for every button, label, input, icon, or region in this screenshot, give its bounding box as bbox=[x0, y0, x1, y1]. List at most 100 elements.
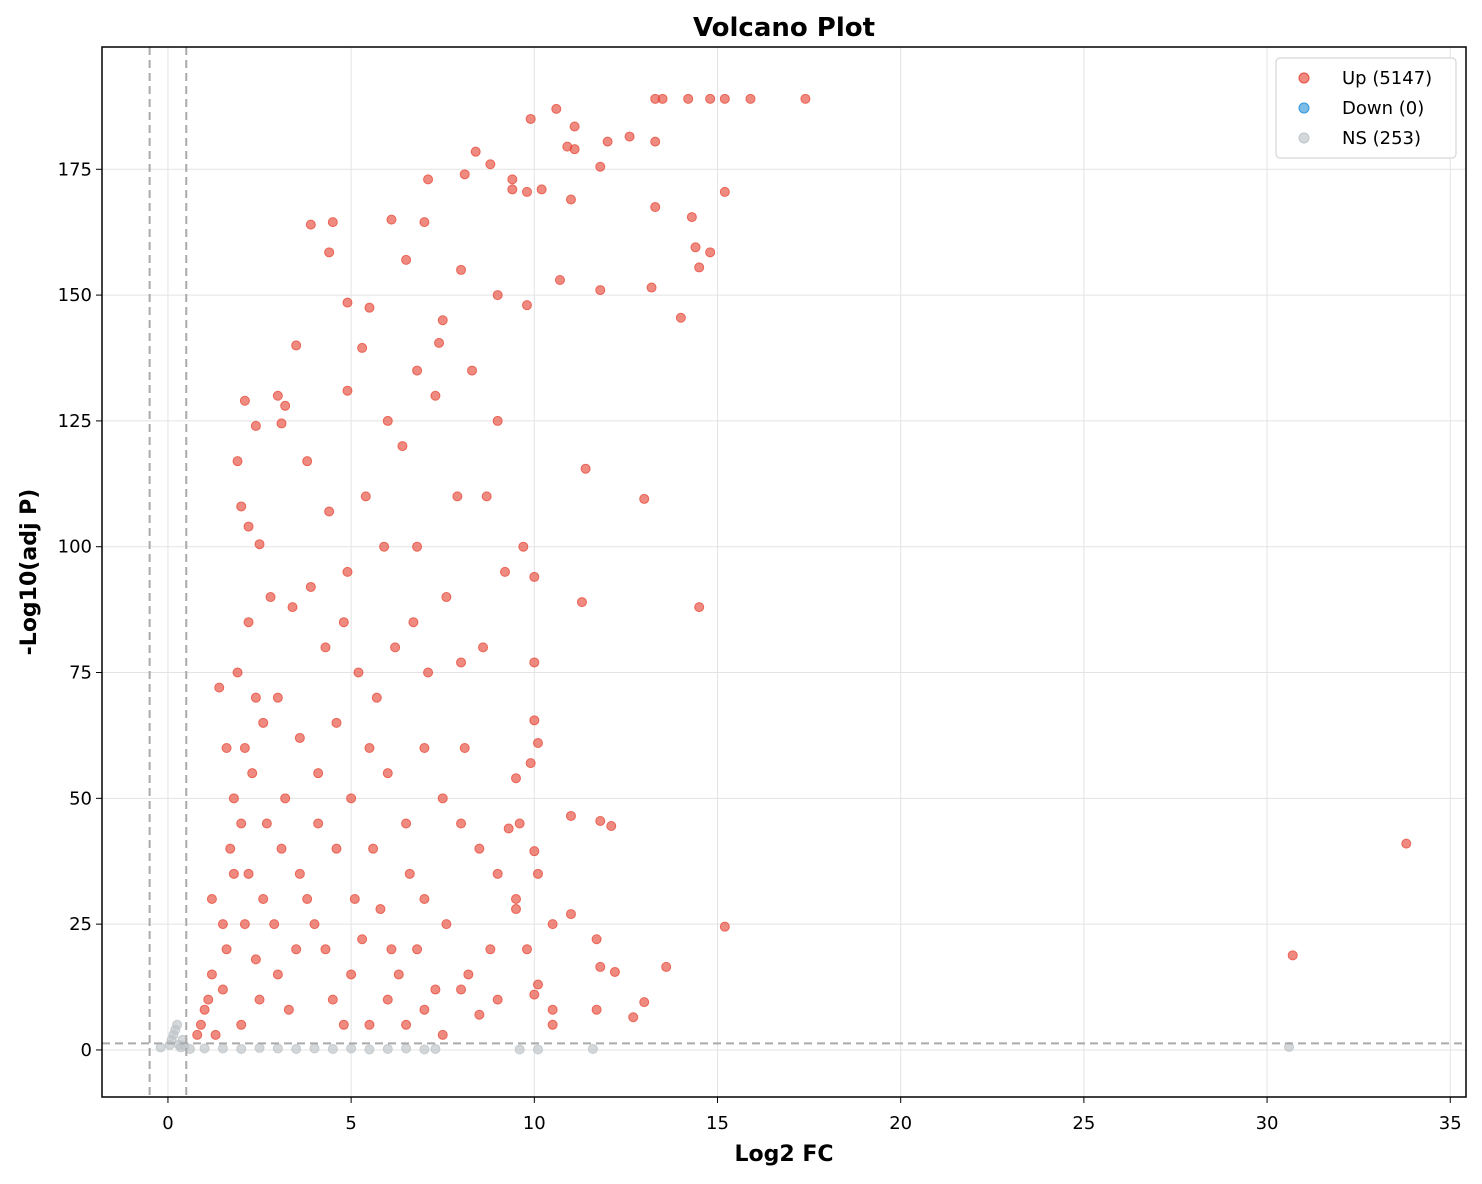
point bbox=[280, 400, 291, 411]
point bbox=[258, 717, 269, 728]
point bbox=[536, 184, 547, 195]
point bbox=[650, 202, 661, 213]
point bbox=[690, 242, 701, 253]
point bbox=[412, 944, 423, 955]
x-tick-label: 10 bbox=[523, 1113, 546, 1134]
point bbox=[529, 715, 540, 726]
point bbox=[521, 944, 532, 955]
point bbox=[595, 961, 606, 972]
x-tick-label: 0 bbox=[162, 1113, 173, 1134]
point bbox=[225, 843, 236, 854]
legend: Up (5147) Down (0) NS (253) bbox=[1275, 57, 1457, 159]
point bbox=[232, 456, 243, 467]
point bbox=[203, 994, 214, 1005]
point bbox=[529, 989, 540, 1000]
point bbox=[206, 969, 217, 980]
point bbox=[327, 1043, 338, 1054]
point bbox=[265, 592, 276, 603]
points bbox=[102, 47, 1466, 1097]
point bbox=[423, 174, 434, 185]
point bbox=[474, 1009, 485, 1020]
point bbox=[206, 893, 217, 904]
point bbox=[342, 566, 353, 577]
point bbox=[320, 944, 331, 955]
point bbox=[210, 1029, 221, 1040]
point bbox=[390, 642, 401, 653]
point bbox=[437, 1029, 448, 1040]
point bbox=[342, 297, 353, 308]
point bbox=[529, 657, 540, 668]
point bbox=[250, 692, 261, 703]
point bbox=[302, 893, 313, 904]
point bbox=[565, 909, 576, 920]
point bbox=[595, 815, 606, 826]
point bbox=[467, 365, 478, 376]
point bbox=[239, 743, 250, 754]
point bbox=[719, 921, 730, 932]
point bbox=[565, 810, 576, 821]
point bbox=[474, 843, 485, 854]
point bbox=[404, 868, 415, 879]
point bbox=[639, 493, 650, 504]
point bbox=[521, 300, 532, 311]
point bbox=[243, 521, 254, 532]
point bbox=[309, 919, 320, 930]
point bbox=[492, 868, 503, 879]
point bbox=[397, 441, 408, 452]
point bbox=[456, 657, 467, 668]
point bbox=[521, 186, 532, 197]
x-tick-label: 5 bbox=[345, 1113, 356, 1134]
point bbox=[386, 944, 397, 955]
point bbox=[371, 692, 382, 703]
point bbox=[456, 264, 467, 275]
point bbox=[305, 581, 316, 592]
point bbox=[514, 818, 525, 829]
point bbox=[591, 934, 602, 945]
point bbox=[430, 984, 441, 995]
point bbox=[419, 1044, 430, 1055]
point bbox=[382, 415, 393, 426]
x-tick-label: 20 bbox=[889, 1113, 912, 1134]
point bbox=[338, 1019, 349, 1030]
point bbox=[382, 768, 393, 779]
point bbox=[661, 961, 672, 972]
point bbox=[401, 1043, 412, 1054]
point bbox=[250, 954, 261, 965]
point bbox=[221, 944, 232, 955]
y-tick-label: 25 bbox=[69, 914, 92, 935]
point bbox=[254, 539, 265, 550]
point bbox=[492, 994, 503, 1005]
point bbox=[646, 282, 657, 293]
point bbox=[587, 1043, 598, 1054]
point bbox=[291, 340, 302, 351]
point bbox=[481, 491, 492, 502]
point bbox=[675, 312, 686, 323]
point bbox=[327, 994, 338, 1005]
y-tick-label: 150 bbox=[58, 285, 92, 306]
point bbox=[261, 818, 272, 829]
point bbox=[459, 169, 470, 180]
point bbox=[258, 893, 269, 904]
x-tick-label: 25 bbox=[1072, 1113, 1095, 1134]
point bbox=[239, 395, 250, 406]
point bbox=[228, 793, 239, 804]
point bbox=[609, 966, 620, 977]
point bbox=[379, 541, 390, 552]
point bbox=[525, 113, 536, 124]
point bbox=[272, 692, 283, 703]
point bbox=[478, 642, 489, 653]
point bbox=[327, 217, 338, 228]
point bbox=[239, 919, 250, 930]
point bbox=[532, 868, 543, 879]
point bbox=[459, 743, 470, 754]
point bbox=[236, 818, 247, 829]
point bbox=[254, 994, 265, 1005]
point bbox=[324, 506, 335, 517]
point bbox=[547, 1019, 558, 1030]
point bbox=[313, 768, 324, 779]
point bbox=[719, 186, 730, 197]
point bbox=[269, 919, 280, 930]
point bbox=[228, 868, 239, 879]
x-tick-label: 15 bbox=[706, 1113, 729, 1134]
